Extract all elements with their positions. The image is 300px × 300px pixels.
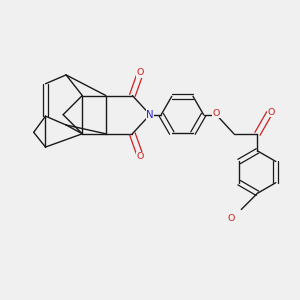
Text: O: O bbox=[136, 68, 143, 77]
Text: N: N bbox=[146, 110, 154, 120]
Text: O: O bbox=[136, 152, 143, 161]
Text: O: O bbox=[227, 214, 235, 223]
Text: O: O bbox=[213, 109, 220, 118]
Text: O: O bbox=[268, 108, 275, 117]
